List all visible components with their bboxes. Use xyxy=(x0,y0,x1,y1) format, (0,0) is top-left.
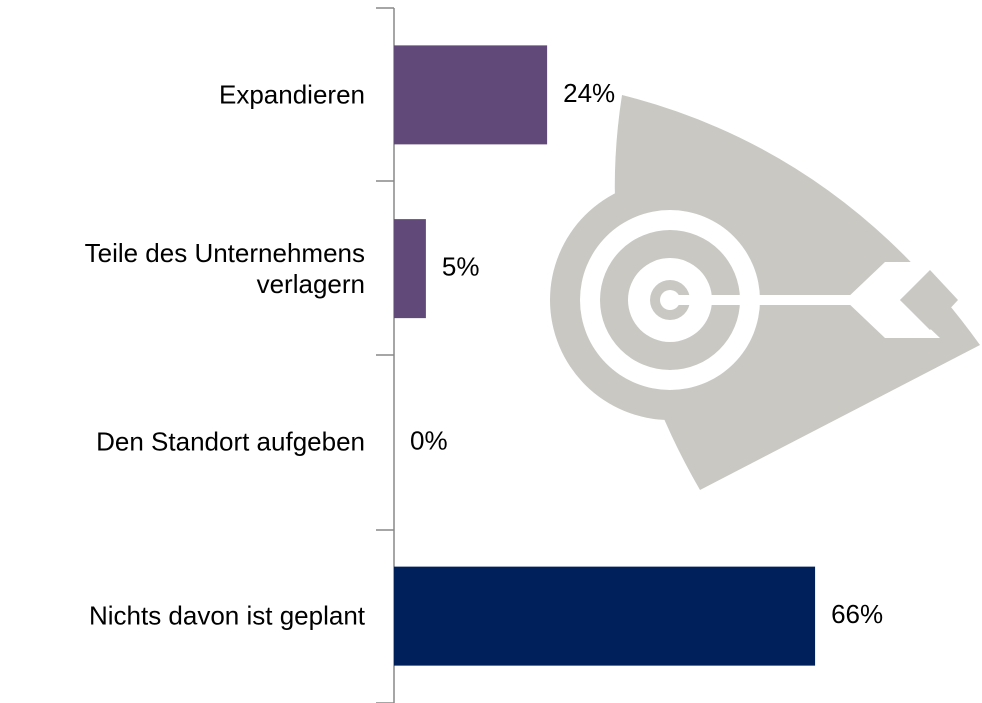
target-icon xyxy=(550,95,980,490)
category-ticks xyxy=(376,8,394,703)
value-label: 24% xyxy=(563,78,615,108)
category-label: Expandieren xyxy=(15,79,365,110)
bar xyxy=(394,567,815,666)
value-label: 5% xyxy=(442,252,480,282)
category-label: Den Standort aufgeben xyxy=(15,427,365,458)
category-label: Teile des Unternehmens verlagern xyxy=(15,238,365,300)
category-label: Nichts davon ist geplant xyxy=(15,601,365,632)
value-label: 66% xyxy=(831,599,883,629)
bar xyxy=(394,45,547,144)
chart: 24% 5% 0% 66% Expandieren Teile des Unterneh… xyxy=(0,0,982,703)
bar xyxy=(394,219,426,318)
value-label: 0% xyxy=(410,425,448,455)
